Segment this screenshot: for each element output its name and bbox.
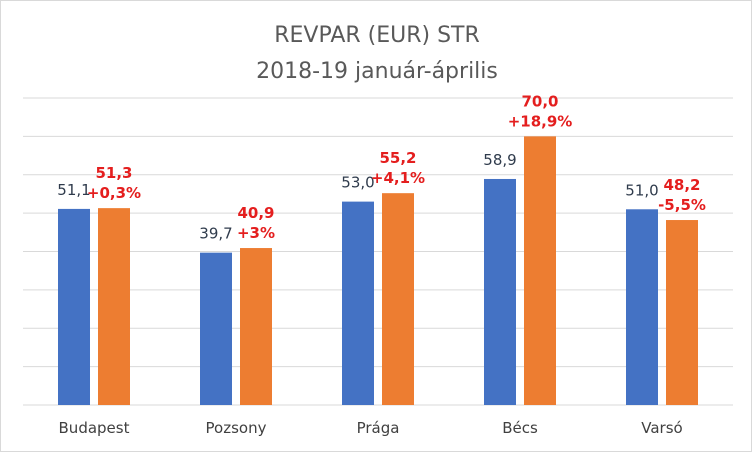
x-tick-label: Varsó [641, 419, 682, 437]
bar-2019-Varsó [666, 220, 698, 405]
bar-2019-Pozsony [240, 248, 272, 405]
x-tick-label: Bécs [502, 419, 538, 437]
bar-2019-Prága [382, 193, 414, 405]
change-label: +18,9% [508, 112, 573, 130]
change-label: +4,1% [371, 169, 425, 187]
data-label-2018: 51,1 [57, 181, 90, 199]
x-tick-label: Prága [357, 419, 400, 437]
data-label-2018: 58,9 [483, 151, 516, 169]
chart-title: REVPAR (EUR) STR [274, 23, 480, 48]
data-label-2019: 48,2 [663, 176, 700, 194]
bar-2018-Budapest [58, 208, 90, 405]
data-label-2018: 51,0 [625, 181, 658, 199]
chart-subtitle: 2018-19 január-április [256, 59, 498, 84]
bar-2018-Varsó [626, 209, 658, 405]
change-label: +3% [237, 224, 275, 242]
data-label-2019: 40,9 [237, 204, 274, 222]
data-label-2019: 51,3 [95, 164, 132, 182]
data-label-2018: 53,0 [341, 174, 374, 192]
bar-2019-Budapest [98, 208, 130, 405]
data-label-2019: 55,2 [379, 149, 416, 167]
change-label: +0,3% [87, 184, 141, 202]
data-label-2018: 39,7 [199, 225, 232, 243]
bar-2018-Prága [342, 201, 374, 405]
change-label: -5,5% [658, 196, 706, 214]
bar-2018-Pozsony [200, 252, 232, 405]
bar-2018-Bécs [484, 178, 516, 405]
bar-2019-Bécs [524, 136, 556, 405]
x-tick-label: Budapest [59, 419, 130, 437]
data-label-2019: 70,0 [521, 92, 558, 110]
x-tick-label: Pozsony [206, 419, 267, 437]
